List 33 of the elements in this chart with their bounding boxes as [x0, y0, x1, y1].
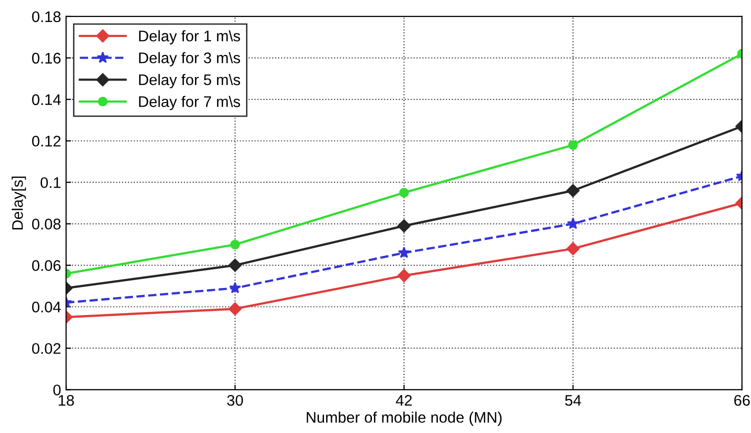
y-tick-label: 0.1 — [40, 177, 60, 188]
x-axis-title: Number of mobile node (MN) — [306, 412, 502, 426]
y-tick-label: 0.02 — [32, 343, 60, 354]
point — [397, 219, 411, 232]
x-tick-label: 30 — [227, 394, 243, 406]
point — [228, 258, 242, 272]
y-tick-label: 0.08 — [32, 218, 61, 230]
point — [568, 140, 578, 150]
point — [228, 302, 242, 316]
y-tick-label: 0 — [53, 384, 61, 396]
point — [397, 269, 411, 282]
x-tick-label: 66 — [734, 394, 750, 406]
legend-label: Delay for 1 m\s — [139, 30, 240, 44]
point — [566, 242, 580, 256]
y-tick-label: 0.12 — [32, 136, 60, 147]
point — [567, 218, 579, 229]
x-tick-label: 18 — [58, 394, 74, 406]
y-tick-label: 0.04 — [32, 302, 61, 312]
y-tick-label: 0.18 — [32, 11, 61, 22]
y-tick-label: 0.16 — [32, 52, 61, 64]
legend-label: Delay for 7 m\s — [139, 96, 240, 110]
legend-label: Delay for 3 m\s — [139, 52, 240, 66]
point — [566, 184, 580, 198]
y-axis-title: Delay[s] — [12, 176, 26, 230]
point — [398, 246, 410, 258]
point — [230, 240, 240, 250]
y-tick-label: 0.14 — [32, 94, 61, 106]
y-tick-label: 0.06 — [32, 260, 61, 271]
x-tick-label: 42 — [396, 394, 412, 406]
point — [229, 282, 242, 294]
legend-label: Delay for 5 m\s — [139, 74, 240, 88]
point — [399, 188, 409, 198]
x-tick-label: 54 — [565, 395, 582, 406]
